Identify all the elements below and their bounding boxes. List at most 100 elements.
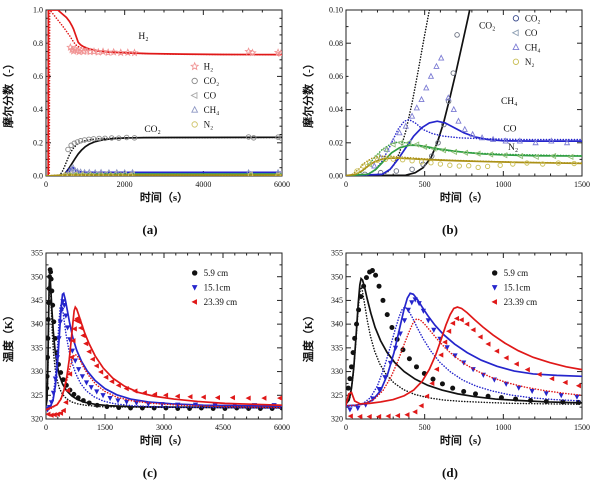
svg-text:6000: 6000 — [274, 180, 290, 189]
svg-text:摩尔分数（-）: 摩尔分数（-） — [1, 58, 15, 128]
svg-text:6000: 6000 — [274, 423, 290, 432]
svg-text:温度（K）: 温度（K） — [301, 310, 315, 363]
svg-text:330: 330 — [31, 367, 43, 376]
svg-text:0: 0 — [344, 180, 348, 189]
svg-text:CH₄: CH₄ — [525, 42, 541, 52]
svg-text:1500: 1500 — [574, 180, 590, 189]
svg-text:0.04: 0.04 — [329, 105, 343, 114]
svg-text:15.1cm: 15.1cm — [204, 282, 231, 292]
series-N2-sim-solid — [346, 157, 582, 176]
series — [46, 267, 282, 418]
series-N2-exp — [62, 172, 281, 176]
svg-text:0.0: 0.0 — [33, 172, 43, 181]
svg-text:330: 330 — [331, 367, 343, 376]
svg-text:1000: 1000 — [495, 423, 511, 432]
svg-text:CO₂: CO₂ — [525, 13, 541, 23]
svg-text:1.0: 1.0 — [33, 6, 43, 15]
svg-text:355: 355 — [31, 249, 43, 258]
svg-text:15.1cm: 15.1cm — [504, 282, 531, 292]
series-5.9cm-sim-solid — [346, 276, 582, 405]
svg-text:H₂: H₂ — [204, 61, 214, 71]
series-23.39cm-sim-solid — [346, 306, 582, 405]
svg-text:325: 325 — [331, 391, 343, 400]
svg-text:0.6: 0.6 — [33, 72, 43, 81]
svg-text:4500: 4500 — [215, 423, 231, 432]
series-15.1cm-sim-dotted — [346, 306, 582, 408]
svg-text:CO: CO — [204, 90, 217, 100]
legend: 5.9 cm 15.1cm 23.39 cm — [491, 268, 537, 307]
svg-text:N₂: N₂ — [204, 119, 214, 129]
series-CO2-exp — [65, 134, 282, 153]
series-23.39cm-sim-dotted — [46, 353, 282, 412]
axis-labels: 时间（s） 摩尔分数（-） — [301, 58, 488, 204]
series-CH4-sim-dotted — [364, 118, 582, 176]
svg-text:0.02: 0.02 — [329, 138, 343, 147]
axis-labels: 时间（s） 温度（K） — [301, 310, 488, 447]
svg-text:0.2: 0.2 — [33, 138, 43, 147]
svg-text:500: 500 — [419, 423, 431, 432]
svg-text:335: 335 — [31, 343, 43, 352]
svg-text:335: 335 — [331, 343, 343, 352]
svg-text:320: 320 — [331, 415, 343, 424]
svg-text:3000: 3000 — [156, 423, 172, 432]
series-23.39cm-exp — [46, 315, 282, 418]
svg-text:0.10: 0.10 — [329, 6, 343, 15]
series-CO2-sim-solid — [346, 10, 471, 176]
svg-text:345: 345 — [331, 296, 343, 305]
series-15.1cm-sim-solid — [46, 291, 282, 409]
svg-text:温度（K）: 温度（K） — [1, 310, 15, 363]
svg-text:325: 325 — [31, 391, 43, 400]
svg-text:340: 340 — [331, 320, 343, 329]
svg-text:时间（s）: 时间（s） — [140, 190, 188, 204]
annotations: H₂ CO₂ — [138, 32, 160, 135]
svg-text:时间（s）: 时间（s） — [440, 433, 488, 447]
svg-text:CO₂: CO₂ — [144, 125, 161, 135]
series-23.39cm-sim-solid — [46, 305, 282, 411]
svg-text:23.39 cm: 23.39 cm — [504, 297, 538, 307]
svg-text:320: 320 — [31, 415, 43, 424]
series-5.9cm-exp — [346, 268, 582, 405]
svg-text:500: 500 — [419, 180, 431, 189]
legend: CO₂ CO CH₄ N₂ — [511, 13, 541, 67]
tick-labels: 0 500 1000 1500 320 325 330 335 340 345 350 355 — [331, 249, 590, 432]
svg-text:H₂: H₂ — [138, 32, 148, 42]
svg-text:2000: 2000 — [117, 180, 133, 189]
series-15.1cm-sim-dotted — [46, 300, 282, 410]
svg-text:0.06: 0.06 — [329, 72, 343, 81]
svg-text:CO: CO — [503, 125, 516, 135]
series-23.39cm-exp — [347, 315, 581, 419]
series-CH4-sim-solid — [346, 120, 582, 176]
axis-labels: 时间（s） 摩尔分数（-） — [1, 58, 188, 204]
svg-text:1000: 1000 — [495, 180, 511, 189]
svg-text:CO: CO — [525, 28, 538, 38]
chart-d: 0 500 1000 1500 320 325 330 335 340 345 350 355 时间（s… — [301, 249, 590, 447]
chart-c: 0 1500 3000 4500 6000 320 325 330 335 340 345 350 35… — [1, 249, 290, 447]
caption-c: (c) — [142, 465, 158, 480]
series-5.9cm-sim-dotted — [46, 277, 282, 409]
series — [346, 268, 582, 419]
svg-text:0: 0 — [44, 423, 48, 432]
panel-d: 0 500 1000 1500 320 325 330 335 340 345 350 355 时间（s… — [300, 243, 600, 486]
svg-text:350: 350 — [31, 272, 43, 281]
svg-text:5.9 cm: 5.9 cm — [504, 268, 529, 278]
svg-text:CO₂: CO₂ — [479, 21, 496, 31]
series-23.39cm-sim-dotted — [346, 318, 582, 407]
svg-text:1500: 1500 — [97, 423, 113, 432]
series-H2-sim-dotted — [48, 10, 282, 176]
svg-text:1500: 1500 — [574, 423, 590, 432]
tick-labels: 0 500 1000 1500 0.00 0.02 0.04 0.06 0.08 0.10 — [329, 6, 590, 189]
svg-text:345: 345 — [31, 296, 43, 305]
series-H2-exp — [66, 42, 282, 58]
caption-a: (a) — [142, 222, 158, 237]
svg-text:23.39 cm: 23.39 cm — [204, 297, 238, 307]
series-CH4-exp — [371, 54, 571, 169]
svg-text:0: 0 — [344, 423, 348, 432]
svg-text:时间（s）: 时间（s） — [140, 433, 188, 447]
axis-labels: 时间（s） 温度（K） — [1, 310, 188, 447]
annotations: CO₂ CH₄ CO N₂ — [479, 21, 518, 153]
series-N2-exp — [354, 156, 577, 174]
series-CO2-sim-solid — [57, 136, 282, 176]
svg-text:0.08: 0.08 — [329, 39, 343, 48]
svg-text:5.9 cm: 5.9 cm — [204, 268, 229, 278]
